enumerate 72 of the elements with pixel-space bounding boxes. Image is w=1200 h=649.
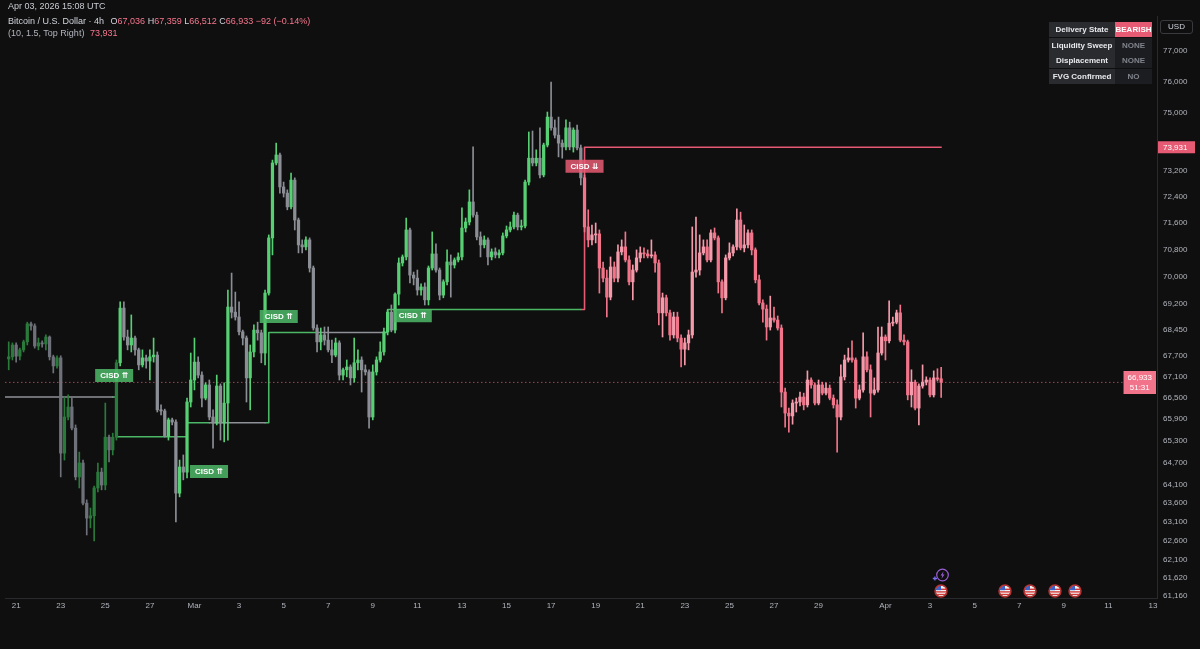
x-tick-label: 11 — [1104, 601, 1114, 610]
x-tick-label: 7 — [325, 601, 331, 610]
y-tick-label: 71,600 — [1163, 218, 1189, 228]
y-tick-label: 61,620 — [1163, 573, 1189, 583]
y-tick-label: 62,600 — [1163, 535, 1189, 545]
annotation: CISD ⇈ — [264, 312, 294, 322]
annotation: Delivery State — [1049, 22, 1115, 37]
x-tick-label: 19 — [591, 601, 601, 610]
annotation: CISD ⇊ — [570, 162, 599, 172]
annotation: 51:31 — [1129, 383, 1151, 393]
x-tick-label: 29 — [814, 601, 824, 610]
y-tick-label: 66,500 — [1163, 392, 1189, 402]
x-tick-label: 23 — [56, 601, 66, 610]
y-tick-label: 73,200 — [1163, 165, 1189, 175]
y-tick-label: 63,100 — [1163, 517, 1189, 527]
annotation: CISD ⇈ — [398, 311, 428, 321]
y-tick-label: 67,100 — [1163, 371, 1189, 381]
y-tick-label: 77,000 — [1163, 46, 1189, 56]
x-tick-label: 11 — [413, 601, 423, 610]
annotation: 73,931 — [1163, 142, 1189, 152]
annotation: (10, 1.5, Top Right) — [8, 28, 85, 38]
text: O67,036 H67,359 L66,512 C66,933 −92 (−0.14%) — [110, 16, 311, 26]
x-tick-label: 3 — [927, 601, 933, 610]
x-tick-label: 21 — [11, 601, 22, 610]
x-tick-label: 3 — [236, 601, 242, 610]
annotation: BEARISH — [1115, 22, 1152, 37]
annotation: 73,931 — [89, 28, 118, 38]
text: USD — [1160, 20, 1193, 34]
x-tick-label: 5 — [281, 601, 287, 610]
chart-title: Bitcoin / U.S. Dollar · 4h — [8, 16, 105, 26]
annotation: Liquidity Sweep — [1049, 37, 1115, 53]
y-tick-label: 61,160 — [1163, 590, 1189, 600]
y-tick-label: 67,700 — [1163, 350, 1189, 360]
x-tick-label: 9 — [1061, 601, 1067, 610]
y-tick-label: 64,700 — [1163, 457, 1189, 467]
y-tick-label: 70,800 — [1163, 244, 1189, 254]
y-tick-label: 76,000 — [1163, 77, 1189, 87]
x-tick-label: 25 — [724, 601, 735, 610]
x-tick-label: 9 — [370, 601, 376, 610]
annotation: NONE — [1115, 53, 1152, 68]
annotation: NO — [1115, 68, 1152, 84]
x-tick-label: 17 — [546, 601, 557, 610]
y-tick-label: 64,100 — [1163, 479, 1189, 489]
annotation: CISD ⇈ — [195, 467, 224, 477]
y-tick-label: 69,200 — [1163, 298, 1189, 308]
y-tick-label: 65,900 — [1163, 414, 1189, 424]
y-tick-label: 72,400 — [1163, 191, 1189, 201]
x-tick-label: 25 — [100, 601, 111, 610]
annotation: FVG Confirmed — [1049, 68, 1115, 84]
x-tick-label: 5 — [972, 601, 978, 610]
y-tick-label: 63,600 — [1163, 498, 1189, 508]
x-tick-label: 27 — [145, 601, 155, 610]
annotation: Displacement — [1049, 53, 1115, 68]
x-tick-label: 21 — [635, 601, 646, 610]
annotation: NONE — [1115, 37, 1152, 53]
y-tick-label: 62,100 — [1163, 554, 1189, 564]
x-tick-label: 13 — [1148, 601, 1158, 610]
ref-line-label: 66,933 — [1127, 373, 1153, 383]
x-tick-label: Apr — [879, 601, 892, 610]
y-tick-label: 68,450 — [1163, 324, 1189, 334]
x-tick-label: 23 — [680, 601, 690, 610]
y-tick-label: 65,300 — [1163, 436, 1189, 445]
x-tick-label: 15 — [502, 601, 512, 610]
x-tick-label: Mar — [187, 601, 202, 610]
x-tick-label: 13 — [457, 601, 467, 610]
y-tick-label: 75,000 — [1163, 108, 1189, 118]
candlestick — [939, 367, 943, 398]
annotation: CISD ⇈ — [100, 371, 129, 381]
x-tick-label: 27 — [769, 601, 779, 610]
text: Apr 03, 2026 15:08 UTC — [8, 1, 106, 12]
y-tick-label: 70,000 — [1163, 271, 1189, 281]
x-tick-label: 7 — [1016, 601, 1022, 610]
